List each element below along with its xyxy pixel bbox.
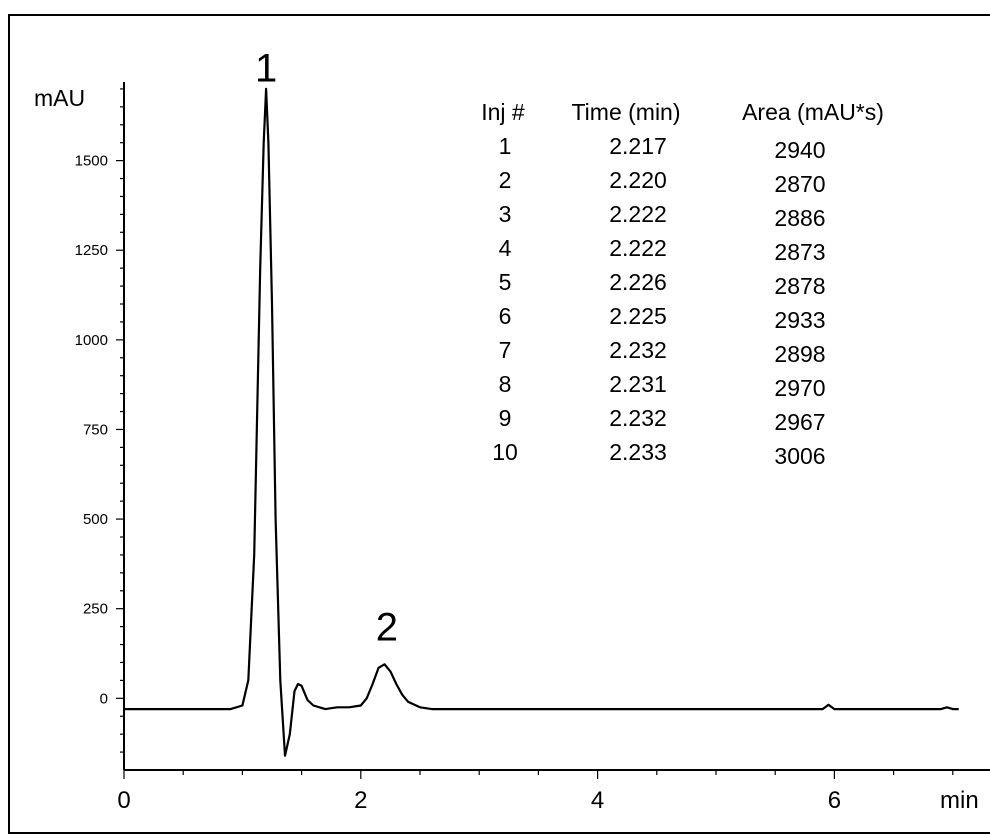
table-cell: 2.232 xyxy=(609,405,667,431)
table-cell: 2940 xyxy=(774,137,825,163)
chromatogram-trace xyxy=(124,87,959,757)
y-axis-label: mAU xyxy=(34,85,85,111)
table-cell: 7 xyxy=(499,337,512,363)
table-cell: 2.222 xyxy=(609,235,667,261)
y-tick-label: 250 xyxy=(83,601,108,618)
table-cell: 4 xyxy=(499,235,512,261)
table-header: Inj # xyxy=(481,99,525,125)
table-cell: 10 xyxy=(492,439,518,465)
table-cell: 2.217 xyxy=(609,133,667,159)
table-cell: 1 xyxy=(499,133,512,159)
table-cell: 5 xyxy=(499,269,512,295)
y-tick-label: 500 xyxy=(83,511,108,528)
peak-label-2: 2 xyxy=(376,606,398,650)
table-cell: 2.231 xyxy=(609,371,667,397)
x-tick-label: 2 xyxy=(354,787,367,814)
table-cell: 2898 xyxy=(774,341,825,367)
y-tick-label: 1000 xyxy=(75,332,108,349)
table-header: Area (mAU*s) xyxy=(742,99,884,125)
table-cell: 3006 xyxy=(774,443,825,469)
peak-label-1: 1 xyxy=(255,46,277,90)
table-cell: 8 xyxy=(499,371,512,397)
table-cell: 3 xyxy=(499,201,512,227)
table-cell: 2878 xyxy=(774,273,825,299)
table-cell: 2967 xyxy=(774,409,825,435)
table-cell: 2.225 xyxy=(609,303,667,329)
x-tick-label: 6 xyxy=(828,787,841,814)
table-cell: 9 xyxy=(499,405,512,431)
x-tick-label: 4 xyxy=(591,787,604,814)
y-tick-label: 750 xyxy=(83,421,108,438)
y-tick-label: 1500 xyxy=(75,153,108,170)
table-cell: 2.226 xyxy=(609,269,667,295)
table-cell: 2873 xyxy=(774,239,825,265)
table-cell: 2.232 xyxy=(609,337,667,363)
table-cell: 2.222 xyxy=(609,201,667,227)
x-axis-label: min xyxy=(940,787,979,814)
table-cell: 2886 xyxy=(774,205,825,231)
table-cell: 2970 xyxy=(774,375,825,401)
chart-frame xyxy=(8,14,990,834)
table-cell: 2933 xyxy=(774,307,825,333)
x-tick-label: 0 xyxy=(117,787,130,814)
table-cell: 2870 xyxy=(774,171,825,197)
table-cell: 2.220 xyxy=(609,167,667,193)
y-tick-label: 1250 xyxy=(75,242,108,259)
table-header: Time (min) xyxy=(571,99,680,125)
table-cell: 2.233 xyxy=(609,439,667,465)
table-cell: 6 xyxy=(499,303,512,329)
y-tick-label: 0 xyxy=(100,690,108,707)
table-cell: 2 xyxy=(499,167,512,193)
